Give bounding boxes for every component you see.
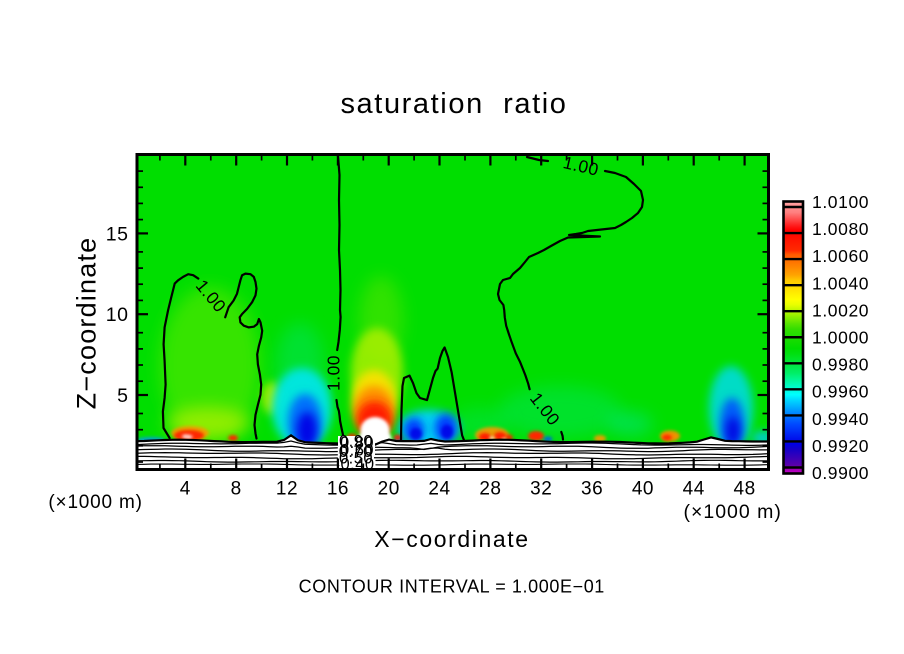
- svg-text:CONTOUR INTERVAL = 1.000E−01: CONTOUR INTERVAL = 1.000E−01: [299, 577, 605, 597]
- svg-text:1.0000: 1.0000: [812, 328, 869, 348]
- svg-text:saturation ratio: saturation ratio: [340, 88, 567, 120]
- svg-text:0.9900: 0.9900: [812, 463, 869, 483]
- svg-text:0.9960: 0.9960: [812, 382, 869, 402]
- svg-text:Z−coordinate: Z−coordinate: [72, 237, 102, 410]
- svg-text:36: 36: [581, 479, 603, 500]
- svg-text:24: 24: [428, 479, 450, 500]
- svg-text:0.9980: 0.9980: [812, 355, 869, 375]
- svg-text:1.0060: 1.0060: [812, 246, 869, 266]
- svg-text:4: 4: [180, 479, 191, 500]
- svg-text:20: 20: [378, 479, 400, 500]
- svg-text:44: 44: [683, 479, 705, 500]
- svg-text:0.60: 0.60: [340, 442, 374, 460]
- svg-text:48: 48: [734, 479, 756, 500]
- svg-text:0.40: 0.40: [340, 455, 374, 473]
- svg-text:0.9940: 0.9940: [812, 409, 869, 429]
- svg-text:32: 32: [530, 479, 552, 500]
- svg-text:1.00: 1.00: [324, 355, 344, 391]
- svg-text:0.9920: 0.9920: [812, 436, 869, 456]
- svg-text:16: 16: [327, 479, 349, 500]
- svg-text:0.80: 0.80: [340, 434, 374, 452]
- svg-text:0.70: 0.70: [339, 443, 373, 461]
- svg-text:1.0040: 1.0040: [812, 273, 869, 293]
- svg-text:12: 12: [276, 479, 298, 500]
- svg-text:5: 5: [117, 385, 128, 407]
- svg-text:10: 10: [106, 304, 129, 326]
- svg-text:(×1000 m): (×1000 m): [683, 501, 781, 523]
- svg-text:40: 40: [632, 479, 654, 500]
- svg-text:0.90: 0.90: [339, 433, 373, 451]
- svg-text:1.0100: 1.0100: [812, 192, 869, 212]
- svg-text:28: 28: [479, 479, 501, 500]
- svg-text:0.50: 0.50: [339, 450, 373, 468]
- svg-text:1.0080: 1.0080: [812, 219, 869, 239]
- svg-text:X−coordinate: X−coordinate: [374, 526, 529, 552]
- svg-text:15: 15: [106, 223, 129, 245]
- svg-text:8: 8: [231, 479, 242, 500]
- svg-text:(×1000 m): (×1000 m): [48, 492, 142, 513]
- svg-text:1.0020: 1.0020: [812, 300, 869, 320]
